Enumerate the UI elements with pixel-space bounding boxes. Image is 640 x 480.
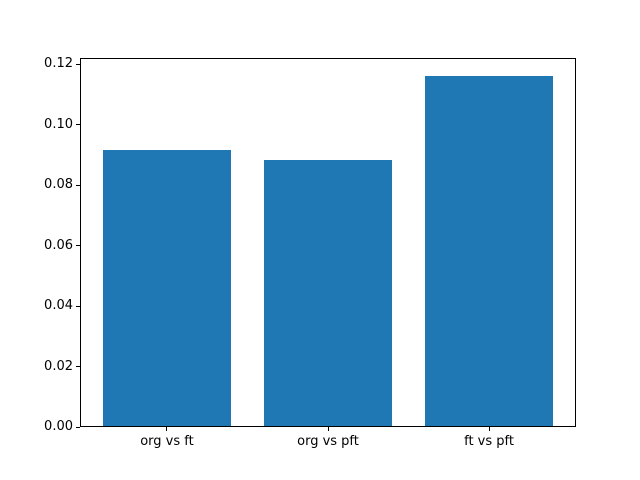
y-tick-mark [76,63,80,65]
y-tick-mark [76,184,80,186]
x-tick-mark [327,427,329,431]
y-tick-label: 0.10 [44,116,73,132]
bar-org-vs-pft [263,160,393,426]
y-tick-mark [76,305,80,307]
y-tick-mark [76,426,80,428]
x-tick-label: org vs ft [140,434,194,449]
x-tick-label: ft vs pft [464,434,514,449]
bar-ft-vs-pft [424,75,554,426]
y-tick-label: 0.12 [44,56,73,72]
y-tick-mark [76,124,80,126]
x-tick-label: org vs pft [297,434,359,449]
y-tick-label: 0.02 [44,358,73,374]
y-tick-label: 0.04 [44,298,73,314]
y-tick-label: 0.08 [44,177,73,193]
y-tick-mark [76,245,80,247]
y-tick-label: 0.06 [44,237,73,253]
x-tick-mark [166,427,168,431]
y-tick-mark [76,366,80,367]
bar-org-vs-ft [102,150,232,426]
y-tick-label: 0.00 [44,419,73,434]
x-tick-mark [488,427,490,431]
